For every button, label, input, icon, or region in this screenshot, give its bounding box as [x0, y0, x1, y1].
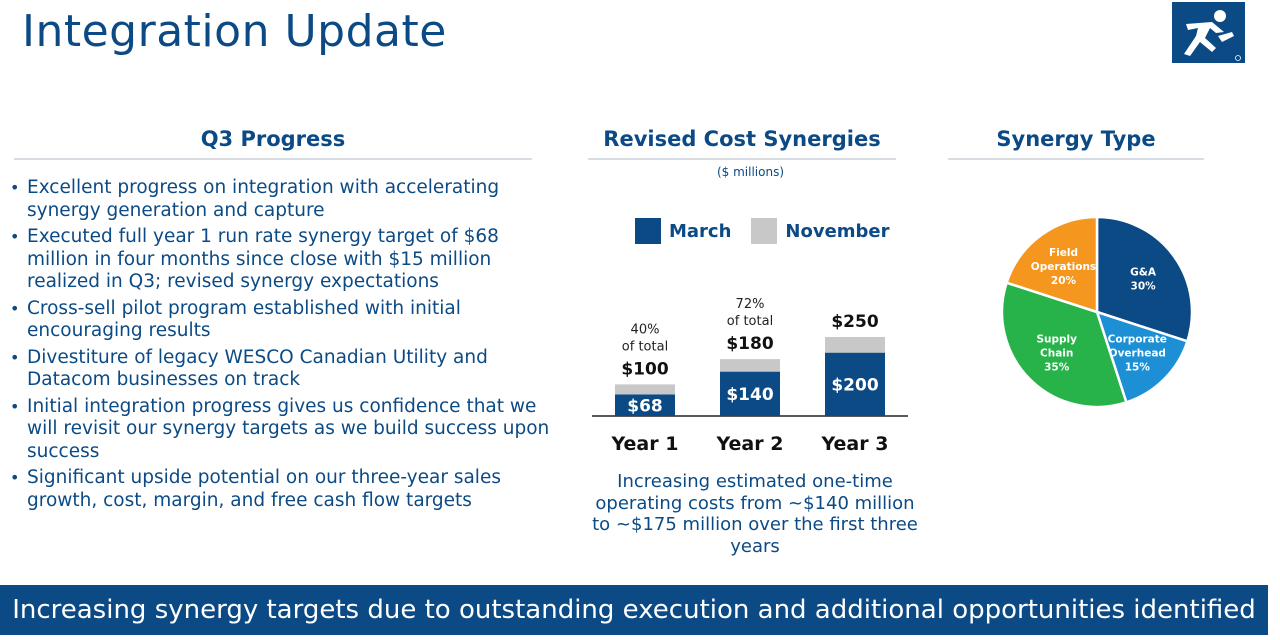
bar-november-value-label: $180 — [726, 334, 773, 354]
progress-bullet: Divestiture of legacy WESCO Canadian Uti… — [10, 347, 550, 392]
pie-slice-label: 35% — [1044, 361, 1070, 373]
bar-share-annotation: 72% — [736, 297, 765, 312]
bar-category-label: Year 1 — [611, 433, 679, 455]
q3-progress-divider — [14, 158, 532, 160]
progress-bullet: Significant upside potential on our thre… — [10, 467, 550, 512]
pie-slice — [1005, 215, 1099, 314]
bar-november-value-label: $100 — [621, 359, 668, 379]
pie-slice-label: Operations — [1031, 261, 1096, 273]
pie-slice — [1000, 281, 1128, 409]
synergy-type-divider — [948, 158, 1204, 160]
progress-bullet: Initial integration progress gives us co… — [10, 396, 550, 464]
pie-slice-label: Overhead — [1109, 347, 1166, 359]
cost-synergies-caption: Increasing estimated one-time operating … — [592, 471, 918, 557]
progress-bullet: Executed full year 1 run rate synergy ta… — [10, 226, 550, 294]
page-title: Integration Update — [22, 6, 447, 57]
cost-synergies-legend: March November — [635, 218, 910, 244]
bar-category-label: Year 2 — [716, 433, 784, 455]
pie-slice-label: Field — [1049, 247, 1078, 259]
pie-slice-label: Corporate — [1108, 333, 1167, 345]
q3-progress-heading: Q3 Progress — [200, 127, 346, 151]
bar-share-annotation: of total — [622, 339, 668, 354]
company-logo — [1172, 2, 1245, 63]
synergy-type-pie-chart: G&A 30% Corporate Overhead 15% Supply Chain 35%… — [1000, 215, 1194, 409]
pie-slice-label: Chain — [1040, 347, 1073, 359]
bar-march-value-label: $68 — [627, 396, 663, 416]
bar-march — [615, 394, 675, 416]
legend-november-swatch — [751, 218, 778, 244]
pie-slice-label: 30% — [1131, 281, 1157, 293]
legend-november-label: November — [785, 220, 890, 242]
synergy-type-heading: Synergy Type — [996, 127, 1156, 151]
progress-bullet: Cross-sell pilot program established wit… — [10, 298, 550, 343]
q3-progress-list: Excellent progress on integration with a… — [10, 177, 550, 516]
bar-march — [720, 371, 780, 416]
cost-synergies-heading: Revised Cost Synergies — [603, 127, 881, 151]
bar-november-value-label: $250 — [831, 312, 878, 332]
bar-march-value-label: $140 — [726, 385, 773, 405]
pie-slice-label: 20% — [1051, 275, 1077, 287]
bar-march-value-label: $200 — [831, 375, 878, 395]
pie-slice-label: G&A — [1130, 267, 1157, 279]
cost-synergies-units: ($ millions) — [716, 165, 785, 179]
bottom-banner: Increasing synergy targets due to outsta… — [0, 585, 1268, 635]
pie-slice — [1095, 215, 1194, 343]
cost-synergies-divider — [588, 158, 896, 160]
cost-synergies-bar-chart: $68 $100 Year 1 40% of total $140 $180 Year 2 72… — [592, 297, 908, 455]
pie-slice-label: 15% — [1125, 361, 1151, 373]
pie-slice-label: Supply — [1036, 333, 1077, 345]
legend-march-label: March — [669, 220, 732, 242]
bar-share-annotation: 40% — [631, 322, 660, 337]
bar-category-label: Year 3 — [821, 433, 889, 455]
progress-bullet: Excellent progress on integration with a… — [10, 177, 550, 222]
legend-march-swatch — [635, 218, 661, 244]
runner-logo-icon — [1184, 10, 1241, 61]
bar-march — [825, 352, 885, 416]
bar-share-annotation: of total — [727, 314, 773, 329]
